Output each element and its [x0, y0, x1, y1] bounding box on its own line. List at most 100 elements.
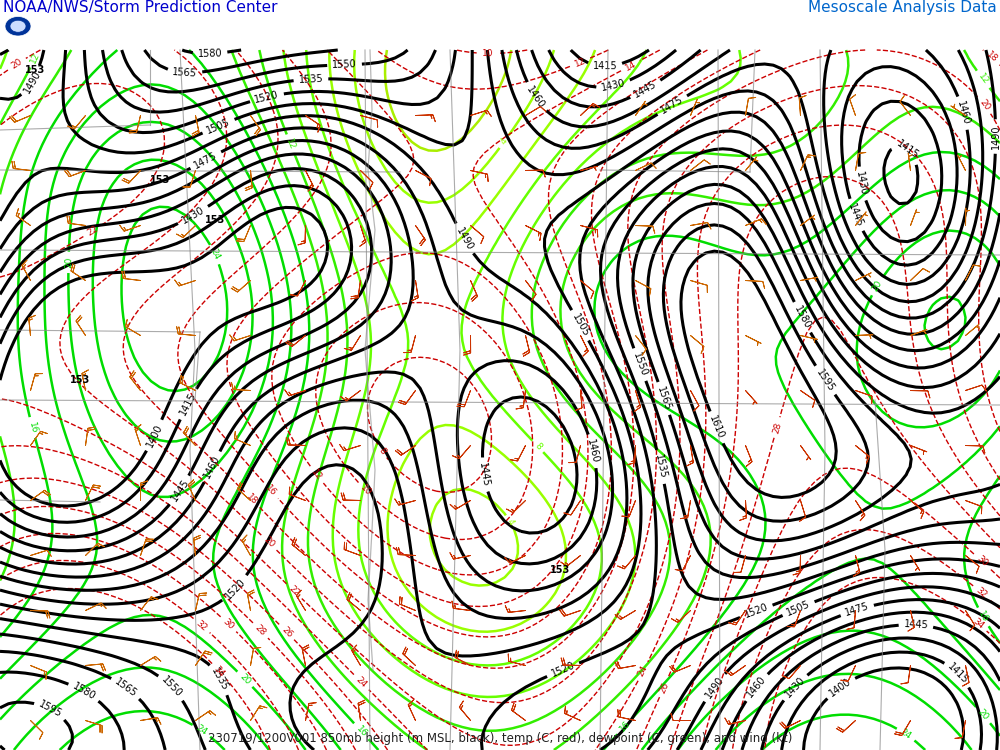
Text: 1430: 1430 — [600, 78, 626, 93]
Text: 1535: 1535 — [210, 666, 230, 692]
Text: 16: 16 — [617, 719, 632, 734]
Text: 1505: 1505 — [205, 116, 232, 136]
Text: 16: 16 — [264, 483, 278, 498]
Text: 8: 8 — [377, 446, 387, 456]
Text: 1445: 1445 — [903, 620, 929, 631]
Text: 230719/1200V001 850mb height (m MSL, black), temp (C, red), dewpoint (C, green),: 230719/1200V001 850mb height (m MSL, bla… — [208, 732, 792, 745]
Text: 1445: 1445 — [632, 79, 659, 100]
Text: 1580: 1580 — [71, 681, 97, 702]
Text: 30: 30 — [975, 554, 989, 568]
Text: NOAA/NWS/Storm Prediction Center: NOAA/NWS/Storm Prediction Center — [3, 0, 278, 15]
Text: 1520: 1520 — [743, 602, 770, 620]
Text: 12: 12 — [310, 467, 324, 482]
Text: 1415: 1415 — [946, 662, 970, 686]
Text: 153: 153 — [550, 565, 570, 575]
Text: 1550: 1550 — [332, 59, 357, 70]
Text: 16: 16 — [976, 610, 990, 624]
Text: 153: 153 — [205, 215, 225, 225]
Text: 1460: 1460 — [585, 438, 601, 464]
Text: 153: 153 — [150, 175, 170, 185]
Text: 22: 22 — [287, 584, 301, 598]
Text: 26: 26 — [279, 625, 294, 639]
Text: 1610: 1610 — [707, 414, 726, 441]
Text: 1490: 1490 — [22, 68, 43, 94]
Text: 10: 10 — [359, 483, 373, 498]
Text: 1535: 1535 — [298, 74, 324, 85]
Text: 12: 12 — [573, 56, 587, 69]
Text: 20: 20 — [977, 98, 991, 112]
Text: 8: 8 — [533, 441, 543, 452]
Text: 1430: 1430 — [783, 675, 807, 700]
Text: 1520: 1520 — [550, 660, 576, 679]
Text: 1415: 1415 — [178, 391, 198, 417]
Text: 22: 22 — [85, 224, 100, 238]
Text: 1490: 1490 — [454, 226, 475, 252]
Text: 1460: 1460 — [955, 100, 971, 126]
Text: 12: 12 — [976, 72, 990, 86]
Text: 24: 24 — [354, 675, 368, 689]
Text: 16: 16 — [27, 421, 38, 434]
Text: 1400: 1400 — [827, 676, 853, 698]
Text: 24: 24 — [208, 248, 221, 262]
Text: 20: 20 — [64, 256, 73, 268]
Text: 16: 16 — [354, 724, 369, 739]
Text: 1520: 1520 — [223, 576, 247, 601]
Text: 18: 18 — [984, 50, 999, 64]
Text: Mesoscale Analysis Data: Mesoscale Analysis Data — [808, 0, 997, 15]
Text: 153: 153 — [25, 65, 45, 75]
Text: 30: 30 — [221, 617, 236, 632]
Text: 1580: 1580 — [792, 304, 812, 331]
Text: 32: 32 — [974, 586, 989, 600]
Text: 1520: 1520 — [254, 89, 280, 105]
Text: 14: 14 — [623, 59, 638, 73]
Text: 20: 20 — [262, 536, 276, 550]
Text: 26: 26 — [657, 680, 670, 694]
Text: 1565: 1565 — [655, 385, 673, 412]
Text: 12: 12 — [28, 51, 41, 65]
Text: 1415: 1415 — [593, 61, 617, 71]
Text: 4: 4 — [499, 136, 509, 146]
Text: 1490: 1490 — [991, 124, 1000, 148]
Text: 1400: 1400 — [145, 422, 164, 448]
Text: 1505: 1505 — [570, 312, 591, 338]
Text: 24: 24 — [899, 728, 913, 741]
Text: 1565: 1565 — [113, 676, 139, 699]
Text: 1475: 1475 — [659, 94, 685, 116]
Text: 1445: 1445 — [477, 462, 491, 488]
Text: 20: 20 — [10, 57, 24, 71]
Text: 1490: 1490 — [703, 674, 726, 700]
Text: 1430: 1430 — [854, 171, 869, 196]
Text: 32: 32 — [194, 618, 209, 632]
Text: 1415: 1415 — [895, 139, 921, 161]
Text: 20: 20 — [870, 279, 884, 293]
Text: 1460: 1460 — [525, 84, 547, 110]
Text: 1445: 1445 — [169, 478, 191, 503]
Text: 1445: 1445 — [846, 202, 865, 229]
Text: 1565: 1565 — [172, 67, 198, 79]
Text: 28: 28 — [771, 421, 783, 434]
Text: 28: 28 — [253, 623, 268, 638]
Text: 1550: 1550 — [631, 351, 649, 378]
Text: 12: 12 — [284, 137, 297, 152]
Text: 1460: 1460 — [745, 674, 768, 700]
Text: 1595: 1595 — [37, 699, 64, 720]
Text: 1430: 1430 — [180, 205, 206, 226]
Text: 1505: 1505 — [785, 599, 812, 618]
Text: 1460: 1460 — [202, 454, 222, 480]
Text: 1475: 1475 — [193, 150, 219, 170]
Text: 4: 4 — [505, 518, 515, 526]
Text: 1550: 1550 — [159, 675, 184, 700]
Text: 34: 34 — [212, 664, 227, 679]
Text: 24: 24 — [194, 724, 209, 737]
Text: 10: 10 — [482, 49, 493, 58]
Text: 1535: 1535 — [653, 454, 668, 480]
Text: 34: 34 — [971, 617, 986, 632]
Text: 1475: 1475 — [844, 602, 870, 619]
Text: 20: 20 — [238, 672, 252, 686]
Text: 24: 24 — [636, 664, 650, 679]
Text: 1595: 1595 — [814, 368, 836, 394]
Text: 18: 18 — [245, 493, 259, 507]
Text: 20: 20 — [976, 708, 990, 722]
Text: 1580: 1580 — [198, 48, 223, 58]
Text: 153: 153 — [70, 375, 90, 385]
